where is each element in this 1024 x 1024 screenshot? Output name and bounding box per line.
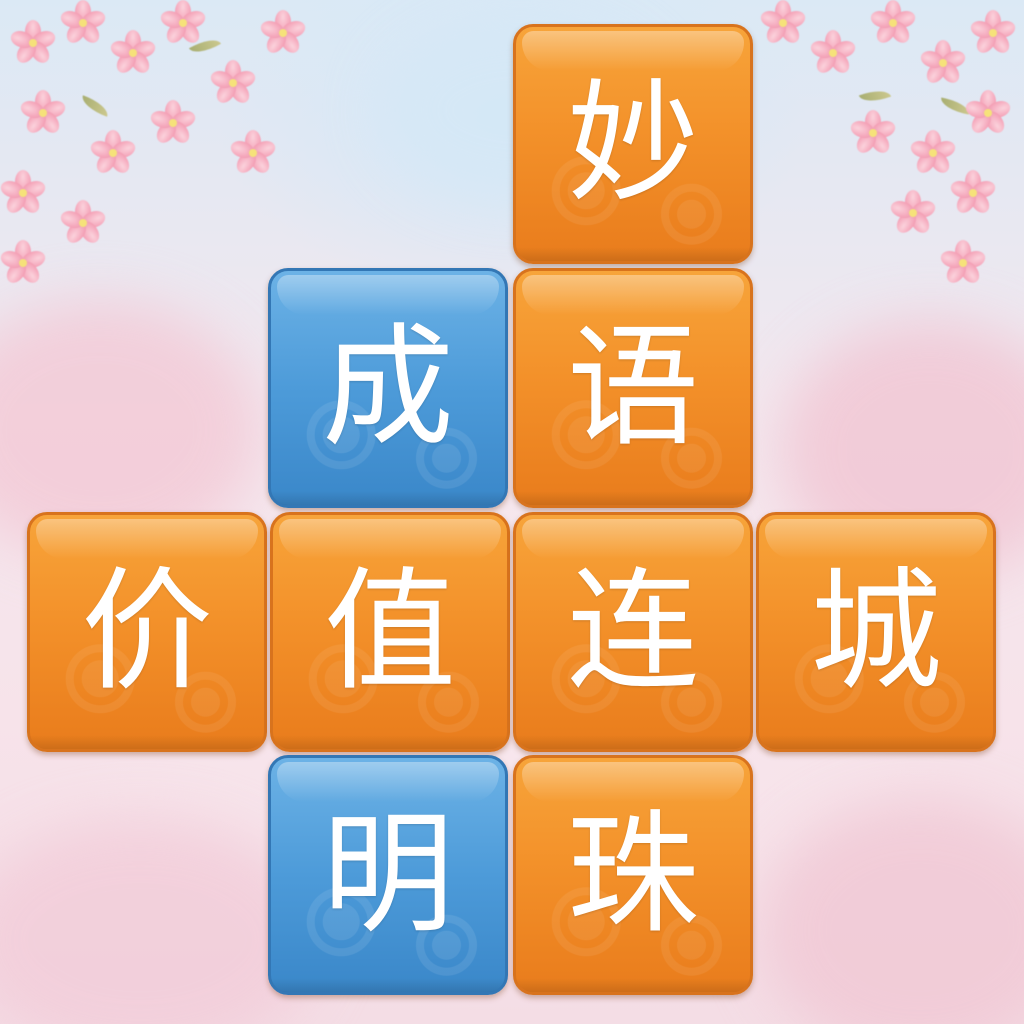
word-tile[interactable]: 珠	[513, 755, 753, 995]
leaf-icon	[858, 85, 892, 107]
word-tile[interactable]: 成	[268, 268, 508, 508]
word-tile[interactable]: 城	[756, 512, 996, 752]
blossom-icon	[148, 100, 198, 147]
blossom-icon	[848, 110, 898, 157]
cherry-blossom-branch-left	[0, 0, 340, 300]
tile-character: 连	[567, 555, 699, 709]
background-bokeh	[0, 820, 320, 1024]
blossom-icon	[258, 10, 308, 57]
word-tile[interactable]: 连	[513, 512, 753, 752]
tile-character: 城	[810, 555, 942, 709]
tile-character: 成	[322, 311, 454, 465]
blossom-icon	[868, 0, 918, 47]
tile-character: 明	[322, 798, 454, 952]
word-tile[interactable]: 妙	[513, 24, 753, 264]
blossom-icon	[158, 0, 208, 47]
tile-character: 语	[567, 311, 699, 465]
blossom-icon	[948, 170, 998, 217]
blossom-icon	[963, 90, 1013, 137]
blossom-icon	[0, 170, 48, 217]
tile-character: 值	[324, 555, 456, 709]
blossom-icon	[0, 240, 48, 287]
leaf-icon	[78, 95, 112, 117]
tile-character: 妙	[567, 67, 699, 221]
word-tile[interactable]: 语	[513, 268, 753, 508]
blossom-icon	[88, 130, 138, 177]
word-tile[interactable]: 值	[270, 512, 510, 752]
blossom-icon	[938, 240, 988, 287]
cherry-blossom-branch-right	[740, 0, 1024, 310]
blossom-icon	[808, 30, 858, 77]
word-tile[interactable]: 价	[27, 512, 267, 752]
blossom-icon	[8, 20, 58, 67]
blossom-icon	[968, 10, 1018, 57]
blossom-icon	[58, 200, 108, 247]
blossom-icon	[888, 190, 938, 237]
background-bokeh	[760, 800, 1024, 1024]
blossom-icon	[228, 130, 278, 177]
blossom-icon	[918, 40, 968, 87]
blossom-icon	[208, 60, 258, 107]
blossom-icon	[58, 0, 108, 47]
blossom-icon	[908, 130, 958, 177]
blossom-icon	[108, 30, 158, 77]
tile-character: 珠	[567, 798, 699, 952]
blossom-icon	[758, 0, 808, 47]
blossom-icon	[18, 90, 68, 137]
word-tile[interactable]: 明	[268, 755, 508, 995]
tile-character: 价	[81, 555, 213, 709]
